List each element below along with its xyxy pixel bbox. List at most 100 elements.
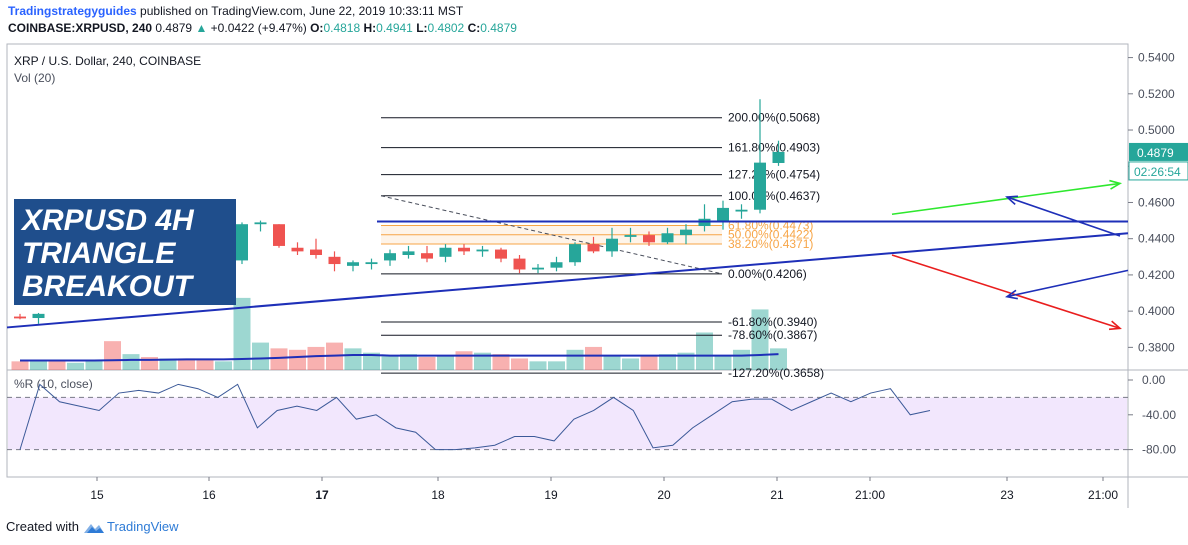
candle-body [643, 235, 655, 243]
red-target-arrow-head [1108, 320, 1122, 331]
last-price-label: 0.4879 [1137, 146, 1174, 160]
candle-body [606, 238, 618, 252]
blue-arrow-lower-shaft [1006, 269, 1129, 298]
volume-label: Vol (20) [14, 71, 55, 85]
volume-bar [178, 358, 195, 370]
volume-ma-line [20, 353, 779, 362]
countdown-label: 02:26:54 [1134, 165, 1181, 179]
volume-bar [11, 361, 29, 370]
candle-body [569, 244, 581, 263]
green-breakout-arrow-shaft [891, 182, 1121, 216]
candle-body [717, 207, 729, 221]
candle-body [772, 151, 785, 163]
price-tick-label: 0.5200 [1138, 87, 1175, 101]
candle-body [310, 249, 322, 255]
williams-tick-label: -80.00 [1142, 443, 1176, 457]
candle-body [661, 233, 674, 243]
fib-level-label: 38.20%(0.4371) [728, 237, 813, 251]
candle-body [476, 249, 489, 252]
fib-level-label: 200.00%(0.5068) [728, 111, 820, 125]
last-price-tag [1129, 142, 1188, 161]
volume-bar [196, 359, 214, 370]
volume-bar [67, 362, 84, 370]
blue-arrow-upper-shaft [1006, 196, 1121, 237]
low-label: L: [416, 21, 428, 35]
banner-line: BREAKOUT [22, 270, 195, 303]
banner-background [14, 199, 236, 305]
high-value: 0.4941 [376, 21, 413, 35]
volume-bar [104, 341, 121, 370]
volume-bar [270, 348, 288, 370]
candle-body [495, 249, 507, 259]
created-with-text: Created with [6, 519, 79, 534]
published-text: published on TradingView.com, June 22, 2… [140, 4, 464, 18]
red-target-arrow [891, 254, 1122, 331]
volume-bar [677, 352, 695, 370]
fib-level-label: 50.00%(0.4422) [728, 228, 813, 242]
fib-zone [381, 225, 722, 244]
candle-body [587, 244, 600, 252]
candle-body [680, 229, 692, 236]
volume-bar [437, 355, 454, 370]
green-breakout-arrow [891, 179, 1123, 216]
up-arrow-icon: ▲ [195, 21, 208, 35]
candle-body [365, 262, 378, 265]
price-tick-label: 0.4000 [1138, 304, 1175, 318]
time-tick-label: 16 [202, 488, 216, 502]
volume-bar [252, 342, 269, 370]
volume-bar [363, 352, 380, 370]
volume-bar [696, 332, 713, 370]
candle-body [384, 253, 396, 261]
volume-bar [85, 359, 103, 370]
price-tick-label: 0.4200 [1138, 268, 1175, 282]
open-value: 0.4818 [323, 21, 361, 35]
candle-body [754, 162, 766, 210]
low-value: 0.4802 [427, 21, 465, 35]
price-tick-label: 0.5000 [1138, 123, 1175, 137]
candle-body [458, 247, 470, 252]
candle-body [328, 256, 341, 265]
volume-bar [233, 297, 251, 370]
volume-bar [474, 352, 491, 370]
tradingview-logo-icon [83, 523, 104, 533]
time-tick-label: 21:00 [1088, 488, 1118, 502]
time-tick-label: 15 [90, 488, 104, 502]
blue-arrow-upper [1005, 195, 1121, 237]
candle-body [347, 262, 359, 266]
price-tick-label: 0.3800 [1138, 340, 1175, 354]
volume-bar [714, 355, 732, 370]
high-label: H: [363, 21, 377, 35]
williams-line [19, 383, 931, 451]
price-tick-label: 0.5400 [1138, 51, 1175, 65]
candle-body [735, 209, 748, 212]
candle-body [550, 262, 563, 268]
candle-body [291, 247, 304, 252]
tradingview-brand-link[interactable]: TradingView [106, 519, 179, 534]
fib-level-label: -61.80%(0.3940) [728, 315, 817, 329]
volume-bar [492, 354, 510, 370]
volume-bar [381, 355, 399, 370]
volume-bar [289, 349, 306, 370]
time-tick-label: 18 [431, 488, 445, 502]
volume-bar [400, 354, 417, 370]
publisher-link[interactable]: Tradingstrategyguides [8, 4, 137, 18]
countdown-tag [1128, 161, 1188, 181]
ascending-trendline [6, 232, 1129, 329]
volume-bar [566, 349, 584, 370]
blue-arrow-lower [1004, 269, 1129, 300]
volume-bar [30, 359, 47, 370]
candle-body [439, 247, 452, 257]
banner-line: TRIANGLE [22, 237, 176, 270]
williams-label: %R (10, close) [14, 377, 93, 391]
candle-body [532, 267, 544, 270]
time-tick-label: 17 [315, 488, 329, 502]
volume-bar [215, 361, 232, 370]
volume-bar [122, 354, 140, 370]
volume-bar [307, 346, 325, 370]
blue-arrow-upper-head [1005, 195, 1019, 205]
volume-bar [622, 358, 639, 370]
last-value: 0.4879 [155, 21, 193, 35]
fib-level-label: -78.60%(0.3867) [728, 328, 817, 342]
